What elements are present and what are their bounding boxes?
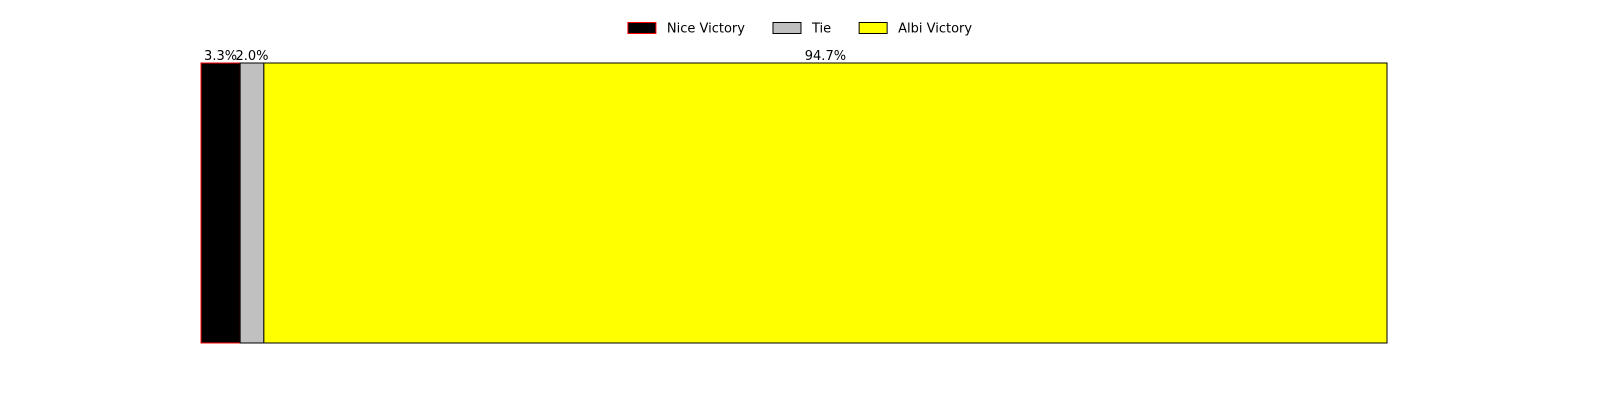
legend-label-tie: Tie (811, 22, 831, 37)
legend-label-nice-victory: Nice Victory (667, 22, 745, 37)
bar-nice-victory (200, 62, 241, 344)
value-label-group: 3.3%2.0% 94.7% (204, 49, 846, 64)
value-label-albi-victory: 94.7% (805, 49, 846, 64)
legend-swatch-tie (772, 22, 802, 34)
legend-swatch-albi-victory (858, 22, 888, 34)
legend-item-tie: Tie (772, 22, 831, 37)
legend-swatch-nice-victory (627, 22, 657, 34)
legend: Nice Victory Tie Albi Victory (627, 22, 972, 37)
value-label-nice-victory: 3.3% (204, 49, 237, 64)
bar-tie (239, 62, 265, 344)
value-label-tie: 2.0% (235, 49, 268, 64)
bar-albi-victory (263, 62, 1388, 344)
legend-label-albi-victory: Albi Victory (898, 22, 972, 37)
legend-item-nice-victory: Nice Victory (627, 22, 745, 37)
legend-item-albi-victory: Albi Victory (858, 22, 972, 37)
bar-group (200, 62, 1388, 344)
